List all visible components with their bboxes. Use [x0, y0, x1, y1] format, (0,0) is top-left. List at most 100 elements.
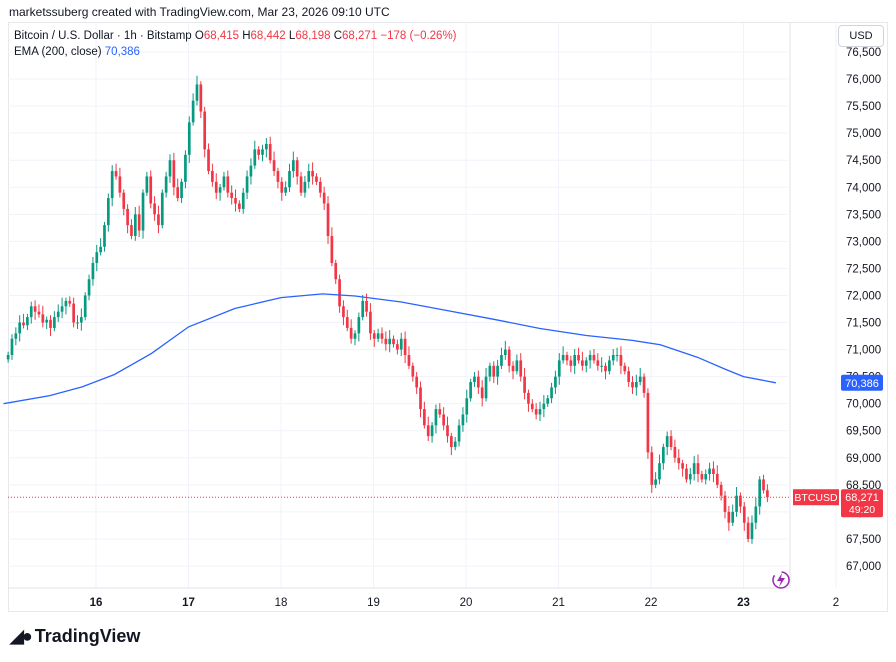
candle-body: [623, 365, 627, 372]
candle-body: [396, 344, 399, 350]
x-tick-label: 22: [645, 597, 658, 609]
candle-body: [187, 122, 191, 155]
last-price-tag: [841, 489, 883, 518]
candle-body: [110, 171, 114, 199]
candle-body: [87, 279, 91, 296]
candle-body: [704, 474, 708, 480]
candle-body: [496, 365, 499, 377]
candle-body: [476, 376, 480, 388]
candle-body: [241, 192, 245, 209]
candle-body: [268, 143, 272, 161]
candle-body: [245, 176, 249, 193]
y-tick-label: 67,000: [846, 561, 881, 573]
candle-body: [384, 338, 388, 345]
candle-body: [700, 474, 704, 480]
candle-body: [303, 181, 307, 193]
last-price-text: 68,271: [845, 492, 879, 504]
symbol-title[interactable]: Bitcoin / U.S. Dollar · 1h · Bitstamp: [14, 30, 192, 42]
candle-body: [584, 360, 588, 366]
candle-body: [53, 317, 56, 328]
candle-body: [469, 382, 472, 399]
candle-body: [739, 495, 742, 507]
candle-body: [365, 300, 368, 312]
candle-body: [723, 495, 727, 512]
candle-body: [596, 360, 600, 366]
candle-body: [642, 376, 646, 393]
x-tick-label: 20: [460, 597, 473, 609]
candle-body: [56, 311, 60, 318]
candle-body: [207, 149, 210, 172]
candle-body: [195, 84, 199, 101]
ema-price-tag: [841, 374, 883, 391]
replay-icon-ring: [772, 571, 790, 589]
candle-body: [434, 409, 438, 426]
candle-body: [342, 306, 345, 318]
candle-body: [318, 181, 322, 193]
candle-body: [581, 360, 584, 366]
candle-body: [353, 333, 357, 339]
candle-body: [661, 446, 665, 464]
x-tick-label: 16: [90, 597, 103, 609]
candle-body: [257, 149, 260, 155]
candle-body: [608, 360, 611, 372]
lightning-icon: [777, 573, 785, 587]
candle-body: [638, 376, 642, 383]
candle-body: [222, 176, 226, 188]
candle-body: [214, 181, 218, 193]
high-value: 68,442: [250, 30, 286, 42]
candle-body: [438, 409, 442, 415]
candle-body: [203, 111, 207, 150]
tradingview-logo[interactable]: ◢● TradingView: [10, 626, 140, 647]
candle-body: [399, 338, 403, 350]
candle-body: [430, 425, 434, 437]
candle-body: [230, 192, 234, 199]
candle-body: [446, 425, 449, 437]
candle-body: [157, 214, 160, 226]
candle-body: [295, 160, 299, 177]
candle-body: [326, 203, 330, 236]
candle-body: [184, 154, 187, 182]
candle-body: [114, 171, 118, 177]
candle-body: [372, 333, 376, 339]
tradingview-logo-icon: ◢●: [10, 626, 33, 646]
candle-body: [450, 436, 453, 447]
candle-body: [669, 436, 673, 447]
close-value: 68,271: [342, 30, 378, 42]
candle-body: [349, 327, 353, 339]
candle-body: [712, 468, 715, 475]
candle-body: [345, 317, 349, 328]
candle-body: [392, 338, 395, 345]
replay-lightning-icon[interactable]: [772, 571, 790, 589]
candle-body: [176, 187, 180, 199]
candle-body: [172, 160, 176, 188]
y-tick-label: 74,000: [846, 182, 881, 194]
candle-body: [14, 333, 18, 339]
candle-body: [658, 463, 661, 480]
candle-body: [681, 463, 684, 469]
ema-label[interactable]: EMA (200, close): [14, 46, 102, 58]
candle-body: [407, 354, 411, 366]
candle-body: [511, 365, 515, 372]
candle-body: [423, 409, 426, 426]
candle-body: [322, 192, 326, 204]
candle-body: [550, 387, 553, 399]
currency-button[interactable]: USD: [838, 25, 884, 47]
candle-body: [677, 457, 681, 464]
candle-body: [565, 354, 569, 361]
y-tick-label: 76,000: [846, 74, 881, 86]
candle-body: [631, 382, 634, 388]
candle-body: [168, 160, 172, 177]
candle-body: [554, 376, 557, 388]
y-tick-label: 73,500: [846, 209, 881, 221]
candle-body: [91, 263, 95, 280]
candle-body: [411, 365, 415, 377]
candle-body: [503, 349, 507, 355]
candle-body: [118, 176, 122, 193]
ema-value: 70,386: [104, 46, 140, 58]
candle-body: [727, 511, 731, 523]
candle-body: [507, 349, 511, 366]
candle-body: [665, 436, 669, 447]
candle-body: [160, 192, 164, 226]
y-tick-label: 69,000: [846, 453, 881, 465]
